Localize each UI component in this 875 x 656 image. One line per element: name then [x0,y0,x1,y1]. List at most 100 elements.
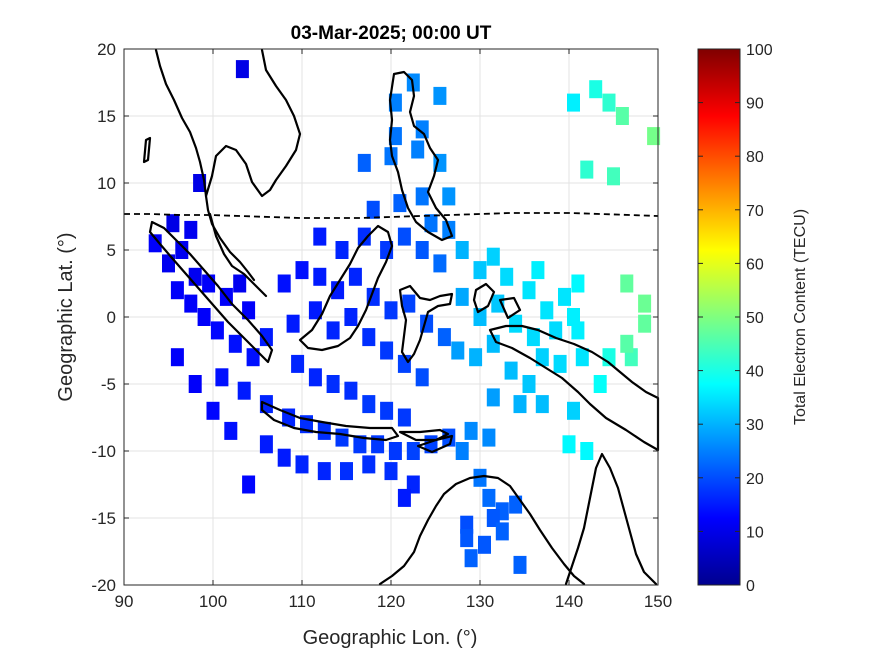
tec-cell [562,435,576,454]
colorbar-tick-label: 10 [746,524,764,541]
tec-cell [522,281,536,300]
tec-cell [246,348,260,367]
tec-cell [589,80,603,99]
coastline-sumatra [148,220,274,364]
tec-cell [567,401,580,420]
tec-cell [500,267,514,286]
tec-cell [235,60,249,79]
y-tick-label: -20 [91,576,116,595]
y-tick-label: 10 [97,174,116,193]
x-tick-label: 150 [644,592,672,611]
tec-cell [486,334,500,353]
tec-cell [638,314,652,333]
tec-cell [388,93,402,112]
colorbar-tick-label: 0 [746,578,755,595]
x-tick-label: 110 [288,592,315,611]
tec-cell [607,167,620,186]
coastline-sulawesi [398,284,454,364]
tec-cell [357,153,371,172]
tec-cell [313,227,327,246]
tec-cell [295,455,309,474]
tec-cell [313,267,327,286]
tec-cell [615,107,629,125]
tec-cell [522,375,536,393]
tec-cell [464,549,478,568]
tec-cell [620,274,634,293]
tec-cell [353,435,367,454]
y-tick-label: 15 [97,107,116,126]
tec-cell [486,247,500,266]
tec-cell [504,361,518,380]
tec-cell [486,388,500,407]
coastline-indochina [154,48,256,282]
tec-cell [415,187,429,206]
tec-cell [531,261,545,280]
tec-cell [384,462,398,481]
tec-cell [388,442,402,460]
tec-cell [402,294,416,313]
tec-cell [558,287,571,306]
tec-cell [424,214,438,233]
x-tick-label: 90 [115,592,134,611]
x-tick-label: 130 [466,592,494,611]
tec-cell [184,294,198,313]
tec-cell [362,395,376,414]
tec-cell [406,442,420,460]
tec-cell [535,395,549,414]
tec-cell [571,274,585,293]
colorbar-tick-label: 90 [746,96,764,113]
tec-cell [197,308,211,326]
tec-cell [331,281,345,300]
coastline-borneo [298,224,394,352]
tec-cell [308,301,322,320]
tec-cell [620,334,634,353]
tec-cell [166,214,180,233]
tec-cell [415,368,429,387]
chart-title: 03-Mar-2025; 00:00 UT [291,23,492,44]
tec-cell [602,93,616,112]
tec-cell [348,267,362,286]
tec-cell [277,274,291,293]
tec-cell [513,395,527,414]
colorbar-tick-label: 40 [746,364,764,381]
tec-cell [567,93,580,112]
tec-cell [482,428,496,447]
colorbar-label: Total Electron Content (TECU) [792,209,809,425]
coastline-halmahera [472,282,522,320]
colorbar-tick-label: 100 [746,42,773,59]
tec-cell [210,321,224,340]
y-axis-label: Geographic Lat. (°) [55,232,77,401]
tec-cell [464,421,478,440]
tec-cell [308,368,322,387]
tec-cell [397,488,411,507]
colorbar [697,48,741,586]
tec-cell [286,314,300,333]
tec-cell [433,86,447,105]
tec-cell [473,308,487,326]
tec-cell [580,442,594,460]
coastlines [142,48,660,586]
tec-cell [647,127,661,146]
tec-cell [340,462,353,481]
y-tick-label: -15 [91,509,116,528]
tec-cell [593,375,607,393]
colorbar-tick-label: 70 [746,203,764,220]
coastline-java [260,400,400,442]
tec-cell [259,435,273,454]
tec-cell [397,408,411,427]
tec-cell [509,314,523,333]
tec-cell [575,348,589,367]
tec-cell [451,341,465,360]
tec-cell [397,227,411,246]
coastline-gulf-of-thailand [204,48,302,198]
tec-cell [495,522,509,541]
tec-cell [291,354,305,373]
coastline-andaman [142,136,152,164]
y-axis-ticks: -20 -15 -10 -5 0 5 10 15 20 [91,40,658,595]
coastline-malay-peninsula [208,212,268,298]
tec-cell [473,261,487,280]
y-tick-label: -5 [101,375,116,394]
tec-cell [442,187,456,206]
colorbar-tick-label: 80 [746,149,764,166]
